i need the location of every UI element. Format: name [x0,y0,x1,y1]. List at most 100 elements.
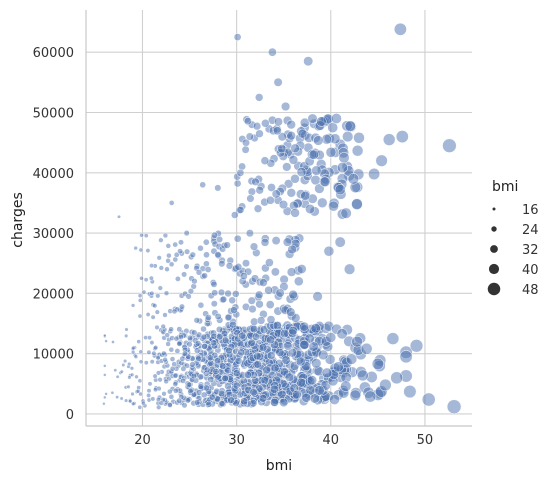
data-point [110,390,115,395]
data-point [344,120,356,132]
data-point [393,22,407,36]
data-point [219,295,228,304]
data-point [147,381,153,387]
y-tick-label: 50000 [33,106,74,121]
data-point [272,126,282,136]
data-point [303,56,314,67]
data-point [233,33,242,41]
data-point [128,399,133,404]
data-point [299,321,310,332]
data-point [261,119,270,128]
data-point [329,394,340,405]
data-point [204,266,212,273]
data-point [152,373,158,379]
data-point [103,333,107,338]
data-point [287,244,297,255]
data-point [129,366,135,371]
data-point [286,188,296,198]
data-point [174,348,181,354]
data-point [129,372,135,377]
data-point [287,347,298,358]
data-point [297,128,308,139]
data-point [340,207,352,219]
data-point [153,387,159,393]
data-point [273,77,283,87]
data-point [165,341,171,347]
legend-size-marker [492,207,496,211]
data-point [158,400,164,406]
data-point [145,248,151,254]
data-point [311,165,322,176]
data-point [135,388,141,394]
data-point [278,200,289,210]
data-point [290,174,300,184]
data-point [245,132,254,141]
data-point [172,256,179,263]
data-point [203,260,210,268]
data-point [286,119,296,130]
data-point [250,317,259,326]
data-point [321,367,333,379]
data-point [180,377,186,384]
data-point [312,291,323,302]
legend-size-marker [491,226,497,232]
data-point [243,370,252,379]
data-point [181,271,188,278]
data-point [130,303,136,308]
data-point [255,186,264,195]
data-point [296,167,307,177]
data-point [202,238,210,246]
data-point [246,194,255,203]
data-point [379,378,392,392]
data-point [399,350,413,364]
data-point [230,306,238,314]
data-point [270,267,280,277]
data-point [176,397,183,404]
data-point [223,241,231,249]
data-point [300,190,311,201]
data-point [173,335,180,342]
data-point [157,285,163,291]
data-point [127,361,132,367]
data-point [206,354,214,362]
data-point [351,144,364,157]
data-point [183,263,190,270]
data-point [268,47,277,57]
data-point [203,366,211,374]
data-point [265,258,274,267]
data-point [175,276,181,282]
data-point [251,177,260,186]
data-point [152,303,158,309]
data-point [210,300,218,308]
data-point [290,143,300,154]
data-point [301,392,312,403]
data-point [117,214,121,219]
data-point [338,152,350,164]
data-point [163,290,170,296]
data-point [151,350,157,356]
data-point [143,335,148,340]
data-point [191,278,198,285]
data-point [232,369,241,377]
data-point [277,132,287,142]
data-point [158,265,164,271]
data-point [334,184,346,196]
data-point [149,340,155,346]
data-point [334,236,346,248]
data-point [124,398,129,403]
data-point [237,348,246,357]
data-point [104,392,108,396]
data-point [200,391,208,399]
legend-title: bmi [492,179,518,195]
legend-size-label: 40 [522,263,539,278]
tick-labels: 20 30 40 50 0 10000 20000 30000 40000 50000 60000 [33,46,434,448]
data-point [180,365,187,372]
data-point [103,373,107,377]
data-point [282,237,293,247]
data-point [347,173,360,185]
data-point [193,399,201,406]
data-point [184,248,191,255]
data-point [247,187,256,196]
data-point [368,168,381,180]
x-tick-label: 30 [228,433,245,448]
